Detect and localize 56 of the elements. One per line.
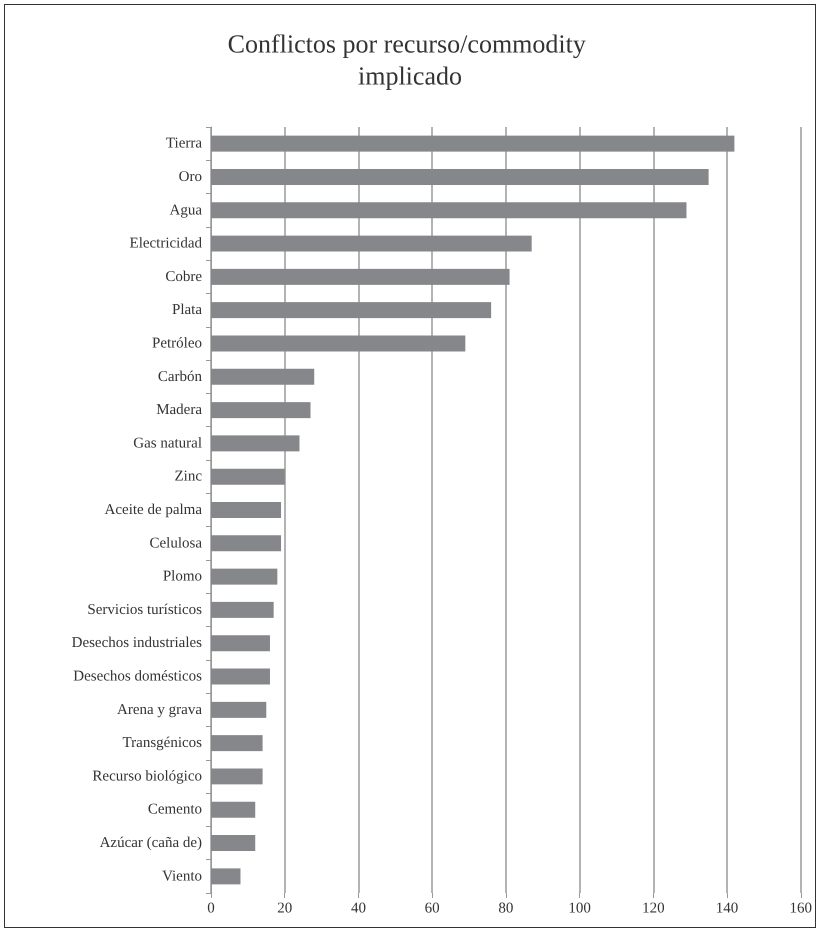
- y-tick-label: Electricidad: [130, 236, 202, 252]
- x-tick-label: 120: [642, 900, 665, 916]
- y-tick-label: Aceite de palma: [104, 502, 202, 518]
- bar: [211, 335, 466, 352]
- y-tick-label: Madera: [156, 402, 202, 418]
- y-tick-label: Cemento: [148, 802, 202, 818]
- bar: [211, 402, 311, 418]
- bar: [211, 735, 263, 752]
- y-tick-label: Zinc: [174, 468, 202, 485]
- x-tick-label: 100: [568, 900, 591, 916]
- x-tick-label: 60: [424, 900, 440, 916]
- y-tick-label: Gas natural: [133, 435, 202, 452]
- bar: [211, 468, 285, 485]
- bar: [211, 168, 709, 185]
- y-tick-label: Servicios turísticos: [87, 602, 202, 618]
- bar: [211, 302, 492, 318]
- bar: [211, 268, 510, 285]
- bar: [211, 668, 270, 685]
- y-tick-label: Oro: [178, 168, 202, 185]
- bar: [211, 236, 532, 252]
- y-tick-label: Tierra: [166, 136, 202, 152]
- bar: [211, 802, 256, 818]
- y-tick-label: Petróleo: [152, 335, 202, 352]
- chart-title: Conflictos por recurso/commodity implicado: [228, 30, 592, 90]
- bar: [211, 202, 686, 218]
- y-tick-label: Recurso biológico: [92, 768, 202, 784]
- bar: [211, 502, 282, 518]
- y-tick-label: Azúcar (caña de): [100, 835, 202, 852]
- bar: [211, 635, 270, 652]
- y-tick-label: Cobre: [165, 268, 202, 285]
- x-tick-label: 20: [277, 900, 292, 916]
- bar: [211, 136, 734, 152]
- bar: [211, 535, 282, 552]
- bar: [211, 568, 278, 585]
- y-tick-label: Plomo: [162, 568, 202, 585]
- y-tick-label: Carbón: [158, 368, 202, 385]
- bar: [211, 868, 240, 884]
- y-tick-label: Celulosa: [150, 535, 202, 552]
- y-tick-label: Desechos domésticos: [73, 668, 202, 685]
- y-tick-label: Desechos industriales: [72, 635, 202, 652]
- bar: [211, 702, 266, 718]
- x-tick-label: 160: [790, 900, 812, 916]
- x-tick-label: 40: [350, 900, 366, 916]
- y-tick-label: Transgénicos: [122, 735, 202, 752]
- x-tick-label: 140: [716, 900, 738, 916]
- bar: [211, 768, 263, 784]
- bar: [211, 435, 300, 452]
- x-tick-label: 80: [498, 900, 514, 916]
- y-tick-label: Arena y grava: [117, 702, 202, 718]
- x-tick-label: 0: [207, 900, 215, 916]
- y-tick-label: Plata: [172, 302, 202, 318]
- bar: [211, 835, 256, 852]
- bar: [211, 368, 314, 385]
- y-tick-label: Viento: [162, 868, 202, 884]
- bar: [211, 602, 274, 618]
- y-tick-label: Agua: [170, 202, 202, 218]
